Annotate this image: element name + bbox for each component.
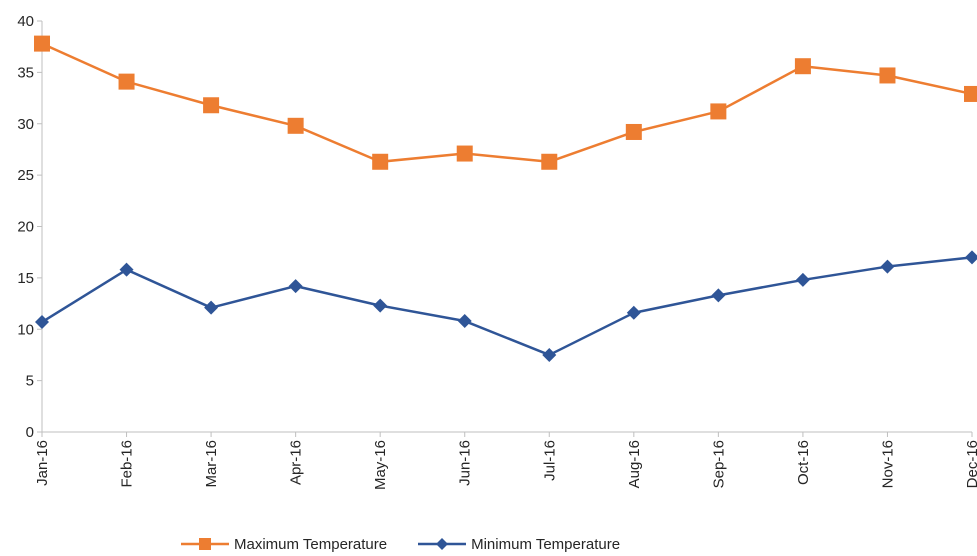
chart-legend: Maximum Temperature Minimum Temperature <box>180 532 620 556</box>
data-point-max <box>794 58 811 75</box>
data-point-min <box>204 300 219 315</box>
data-point-min <box>711 288 726 303</box>
x-tick-label: Jul-16 <box>541 440 558 481</box>
data-point-max <box>118 73 135 90</box>
legend-item-maximum[interactable]: Maximum Temperature <box>180 536 387 553</box>
x-axis-tick-labels: Jan-16 Feb-16 Mar-16 Apr-16 May-16 Jun-16 Jul-… <box>34 440 977 490</box>
x-tick-label: Sep-16 <box>710 440 727 488</box>
data-point-min <box>457 314 472 329</box>
legend-swatch-maximum <box>181 538 229 550</box>
data-point-min <box>880 259 895 274</box>
data-point-max <box>710 103 727 120</box>
data-point-min <box>288 279 303 294</box>
data-point-max <box>34 35 50 52</box>
data-point-max <box>287 117 304 134</box>
data-point-min <box>542 347 557 362</box>
y-tick-label: 0 <box>26 424 34 441</box>
data-point-min <box>373 298 388 313</box>
y-tick-label: 30 <box>17 116 34 133</box>
data-point-max <box>625 123 642 140</box>
data-point-max <box>879 67 896 84</box>
legend-swatch-minimum <box>418 538 467 550</box>
series-line-1 <box>41 256 973 357</box>
data-point-max <box>964 85 977 102</box>
x-tick-label: Feb-16 <box>119 440 136 488</box>
x-tick-label: May-16 <box>372 440 389 490</box>
x-tick-label: Dec-16 <box>964 440 977 488</box>
y-tick-label: 5 <box>26 373 34 390</box>
legend-label-minimum: Minimum Temperature <box>471 535 621 553</box>
x-tick-label: Oct-16 <box>795 440 812 485</box>
data-point-min <box>119 262 134 277</box>
data-point-min <box>795 272 810 287</box>
y-tick-label: 35 <box>17 64 34 81</box>
data-point-max <box>541 153 558 170</box>
y-tick-label: 40 <box>17 13 34 30</box>
y-tick-label: 20 <box>17 219 34 236</box>
y-axis-tick-labels: 0 5 10 15 20 25 30 35 40 <box>17 13 34 441</box>
x-tick-label: Jan-16 <box>34 440 51 486</box>
data-point-min <box>626 305 641 320</box>
x-tick-label: Apr-16 <box>288 440 305 485</box>
series-line-0 <box>41 42 973 164</box>
data-point-max <box>372 153 389 170</box>
legend-item-minimum[interactable]: Minimum Temperature <box>417 536 620 553</box>
x-tick-label: Aug-16 <box>626 440 643 488</box>
plot-area <box>34 35 977 362</box>
data-point-min <box>965 250 977 265</box>
x-tick-label: Nov-16 <box>879 440 896 488</box>
y-tick-label: 25 <box>17 167 34 184</box>
data-point-max <box>456 145 473 162</box>
y-tick-label: 15 <box>17 270 34 287</box>
legend-label-maximum: Maximum Temperature <box>234 535 388 553</box>
x-tick-label: Jun-16 <box>457 440 474 486</box>
data-point-min <box>35 315 49 330</box>
chart-axes <box>37 20 973 437</box>
data-point-max <box>203 97 220 114</box>
y-tick-label: 10 <box>17 321 34 338</box>
x-tick-label: Mar-16 <box>203 440 220 488</box>
